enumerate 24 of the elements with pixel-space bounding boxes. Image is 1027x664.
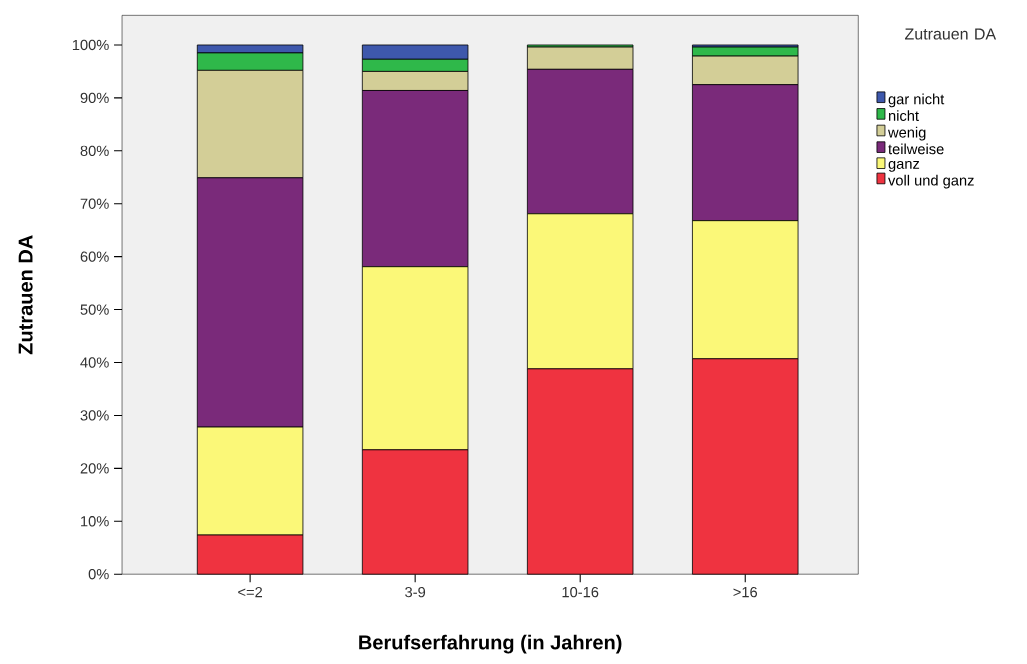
legend-label: teilweise	[888, 143, 944, 155]
y-tick-label: 40%	[80, 357, 109, 368]
legend-label: ganz	[888, 160, 920, 172]
x-tick-label: <=2	[238, 586, 263, 598]
x-tick-label: 10-16	[562, 586, 599, 598]
legend-title: Zutrauen DA	[905, 28, 997, 40]
y-axis-title: Zutrauen DA	[18, 235, 33, 355]
y-tick-label: 60%	[80, 251, 109, 262]
y-tick-label: 0%	[88, 568, 109, 580]
legend-label: nicht	[889, 110, 919, 121]
y-tick-label: 20%	[80, 463, 109, 474]
legend-label: voll und ganz	[888, 174, 974, 189]
y-tick-label: 100%	[72, 39, 109, 51]
y-tick-label: 30%	[80, 410, 109, 421]
x-tick-label: >16	[733, 586, 758, 598]
legend-label: gar nicht	[888, 93, 945, 108]
y-tick-label: 90%	[80, 92, 109, 103]
y-tick-label: 10%	[81, 515, 109, 527]
legend-label: wenig	[888, 126, 926, 141]
x-axis-title: Berufserfahrung (in Jahren)	[359, 634, 622, 654]
y-tick-label: 50%	[80, 304, 109, 315]
x-tick-label: 3-9	[405, 586, 426, 598]
y-tick-label: 70%	[80, 198, 109, 209]
y-tick-label: 80%	[80, 145, 109, 156]
